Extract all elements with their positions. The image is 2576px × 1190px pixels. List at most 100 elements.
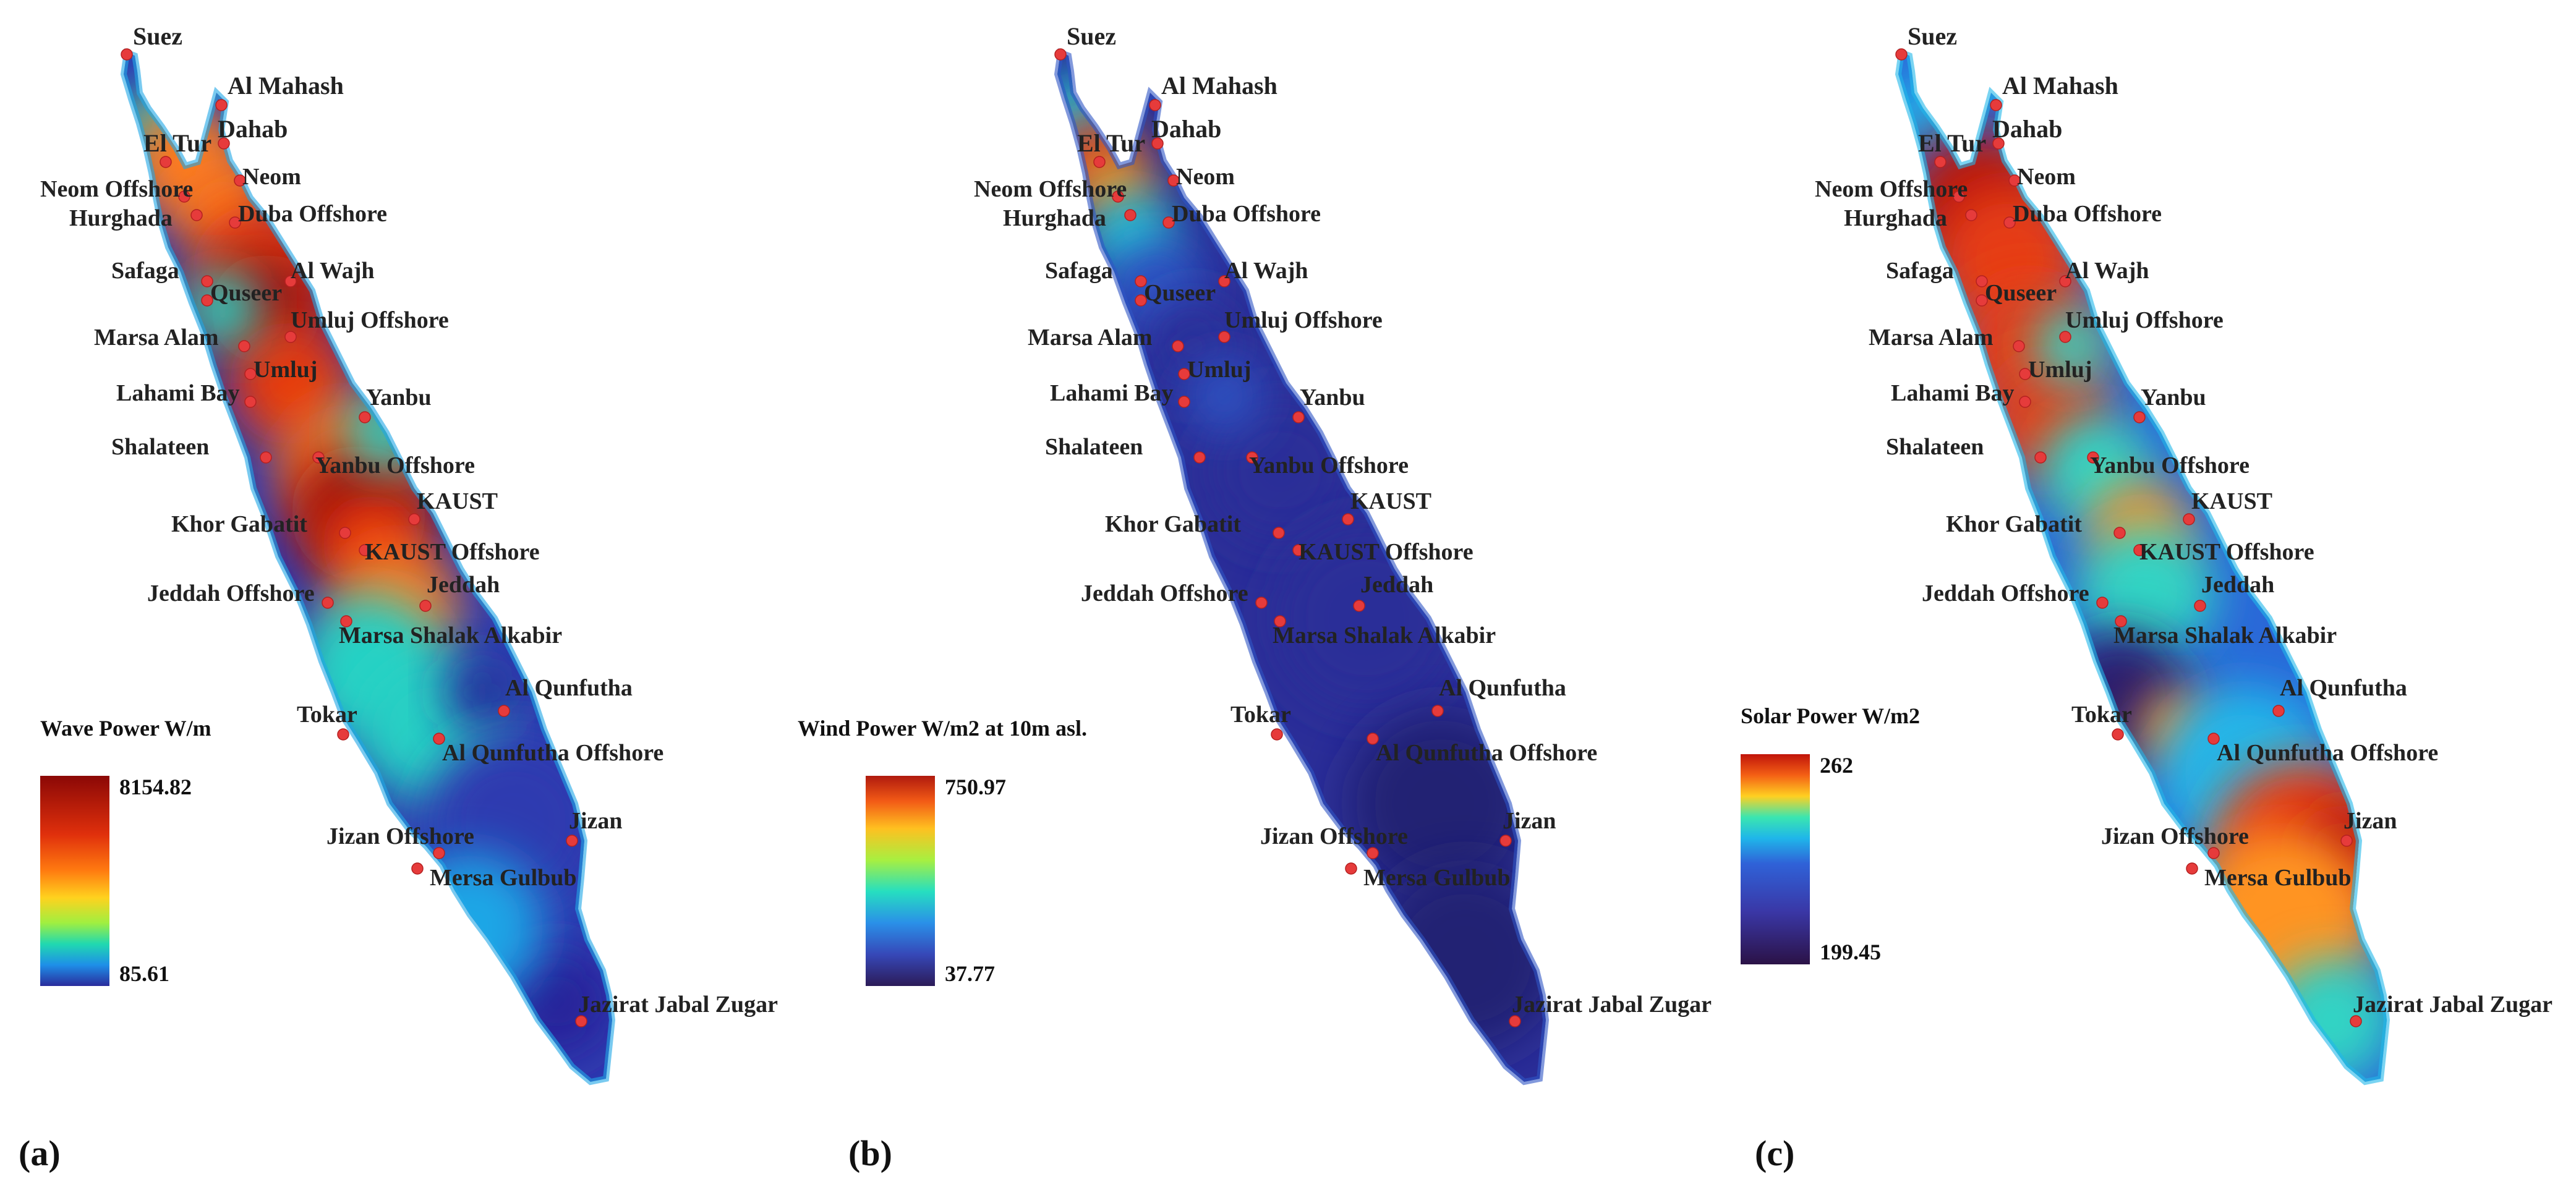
site-marker bbox=[190, 209, 203, 221]
site-marker bbox=[2133, 411, 2146, 423]
site-label: Al Qunfutha Offshore bbox=[442, 740, 663, 766]
site-label: Dahab bbox=[1151, 115, 1221, 143]
site-marker bbox=[1273, 527, 1285, 539]
site-label: Marsa Alam bbox=[1869, 325, 1994, 351]
legend-min: 85.61 bbox=[119, 961, 169, 986]
site-marker bbox=[1976, 294, 1988, 307]
site-marker bbox=[244, 368, 257, 380]
site-label: Jizan Offshore bbox=[2101, 823, 2249, 849]
site-label: Jeddah Offshore bbox=[147, 580, 315, 606]
site-label: Umluj Offshore bbox=[291, 307, 449, 333]
site-marker bbox=[566, 835, 578, 847]
site-label: Al Qunfutha bbox=[505, 675, 633, 701]
site-label: Suez bbox=[133, 22, 182, 50]
site-marker bbox=[359, 544, 371, 556]
site-marker bbox=[2207, 847, 2220, 859]
site-label: Hurghada bbox=[1844, 205, 1947, 231]
site-marker bbox=[1953, 190, 1965, 203]
site-label: Al Mahash bbox=[2002, 72, 2118, 100]
site-marker bbox=[2008, 174, 2021, 187]
site-label: KAUST Offshore bbox=[365, 539, 540, 565]
site-label: Jizan bbox=[2344, 808, 2397, 834]
site-label: Jizan bbox=[1503, 808, 1556, 834]
legend-title: Solar Power W/m2 bbox=[1741, 703, 1920, 728]
site-label: Umluj bbox=[1187, 357, 1251, 383]
site-label: Neom Offshore bbox=[974, 176, 1127, 202]
site-marker bbox=[1135, 294, 1147, 307]
site-marker bbox=[2096, 597, 2109, 609]
site-marker bbox=[2059, 275, 2071, 287]
site-marker bbox=[2207, 733, 2220, 745]
legend-title: Wave Power W/m bbox=[40, 716, 211, 741]
site-label: Safaga bbox=[111, 258, 179, 284]
site-marker bbox=[322, 597, 334, 609]
site-marker bbox=[244, 396, 257, 408]
site-label: Lahami Bay bbox=[1891, 380, 2015, 406]
site-marker bbox=[1367, 733, 1379, 745]
site-label: KAUST bbox=[2191, 488, 2272, 514]
site-marker bbox=[2087, 451, 2099, 464]
site-marker bbox=[2194, 600, 2206, 612]
site-marker bbox=[339, 527, 351, 539]
site-marker bbox=[1178, 396, 1190, 408]
site-marker bbox=[1345, 862, 1357, 875]
site-marker bbox=[2112, 728, 2124, 741]
site-label: Lahami Bay bbox=[116, 380, 240, 406]
site-marker bbox=[1162, 216, 1175, 229]
site-label: Jeddah Offshore bbox=[1081, 580, 1248, 606]
site-marker bbox=[1193, 451, 1206, 464]
site-marker bbox=[1218, 331, 1230, 343]
site-label: Khor Gabatit bbox=[1105, 511, 1241, 537]
site-marker bbox=[1292, 544, 1305, 556]
heat-blob bbox=[2034, 309, 2109, 383]
site-label: Al Qunfutha Offshore bbox=[1376, 740, 1597, 766]
site-label: Al Qunfutha bbox=[2280, 675, 2407, 701]
site-marker bbox=[260, 451, 272, 464]
site-marker bbox=[2034, 451, 2047, 464]
legend-b: Wind Power W/m2 at 10m asl. 750.97 37.77 bbox=[798, 716, 1087, 986]
site-label: Marsa Shalak Alkabir bbox=[339, 623, 562, 648]
site-marker bbox=[229, 216, 241, 229]
site-label: Jizan bbox=[569, 808, 623, 834]
site-label: Quseer bbox=[210, 280, 282, 306]
site-marker bbox=[201, 275, 213, 287]
site-marker bbox=[1367, 847, 1379, 859]
site-label: KAUST Offshore bbox=[1299, 539, 1474, 565]
site-marker bbox=[178, 190, 190, 203]
site-marker bbox=[1093, 156, 1106, 168]
site-label: Tokar bbox=[1230, 702, 1291, 728]
site-label: Mersa Gulbub bbox=[1363, 865, 1511, 891]
site-label: Yanbu Offshore bbox=[2090, 453, 2250, 478]
site-marker bbox=[218, 137, 230, 150]
site-label: Mersa Gulbub bbox=[2204, 865, 2352, 891]
site-label: Hurghada bbox=[69, 205, 173, 231]
site-label: KAUST Offshore bbox=[2139, 539, 2314, 565]
site-label: KAUST bbox=[1350, 488, 1431, 514]
site-marker bbox=[433, 847, 445, 859]
site-label: Umluj bbox=[2028, 357, 2092, 383]
site-label: Lahami Bay bbox=[1050, 380, 1174, 406]
site-label: Neom Offshore bbox=[40, 176, 193, 202]
site-label: Jazirat Jabal Zugar bbox=[1512, 992, 1712, 1018]
site-marker bbox=[359, 411, 371, 423]
site-marker bbox=[575, 1015, 587, 1027]
site-marker bbox=[1178, 368, 1190, 380]
site-label: Safaga bbox=[1886, 258, 1954, 284]
site-label: Al Mahash bbox=[228, 72, 344, 100]
site-marker bbox=[1151, 137, 1164, 150]
site-label: Mersa Gulbub bbox=[430, 865, 577, 891]
site-label: Shalateen bbox=[111, 434, 209, 460]
site-label: Neom bbox=[1176, 164, 1235, 190]
site-marker bbox=[411, 862, 424, 875]
site-label: Neom bbox=[242, 164, 301, 190]
panel-letter: (a) bbox=[19, 1133, 61, 1173]
site-label: Yanbu Offshore bbox=[315, 453, 475, 478]
site-label: Dahab bbox=[218, 115, 288, 143]
site-marker bbox=[2133, 544, 2146, 556]
site-marker bbox=[1172, 340, 1184, 352]
site-label: El Tur bbox=[1918, 129, 1986, 157]
site-marker bbox=[2003, 216, 2016, 229]
